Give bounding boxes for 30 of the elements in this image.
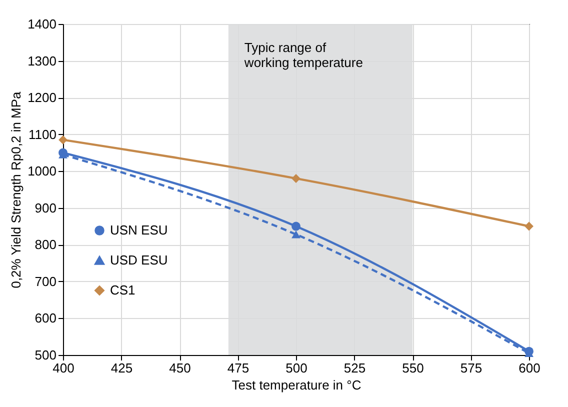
y-tick-label: 600	[34, 310, 56, 326]
y-tick-label: 700	[34, 274, 56, 289]
y-axis-title: 0,2% Yield Strength Rp0,2 in MPa	[8, 90, 24, 288]
band-label: Typic range of working temperature	[243, 40, 363, 70]
x-tick-label: 600	[518, 360, 540, 376]
x-tick-label: 550	[402, 360, 424, 376]
x-tick-label: 475	[227, 360, 250, 376]
y-tick-label: 1300	[28, 53, 56, 68]
x-tick-label: 500	[286, 360, 308, 376]
x-axis-title: Test temperature in °C	[232, 378, 362, 392]
x-tick-label: 525	[344, 360, 366, 376]
x-tick-label: 450	[169, 360, 191, 376]
x-tick-label: 575	[460, 360, 482, 376]
y-tick-label: 1100	[28, 126, 56, 142]
y-tick-label: 1400	[28, 16, 56, 32]
y-tick-label: 500	[34, 348, 56, 362]
y-tick-label: 800	[34, 237, 56, 252]
legend-label: CS1	[110, 282, 136, 298]
y-tick-label: 900	[34, 200, 56, 216]
y-tick-label: 1200	[28, 90, 56, 106]
point	[292, 222, 300, 231]
point	[292, 230, 300, 238]
y-tick-label: 1000	[28, 164, 56, 179]
x-tick-label: 425	[110, 360, 133, 376]
point	[524, 222, 534, 231]
point	[58, 135, 68, 144]
x-tick-label: 400	[52, 360, 74, 376]
legend-label: USD ESU	[110, 252, 168, 268]
point	[292, 174, 300, 183]
legend-label: USN ESU	[110, 222, 168, 238]
